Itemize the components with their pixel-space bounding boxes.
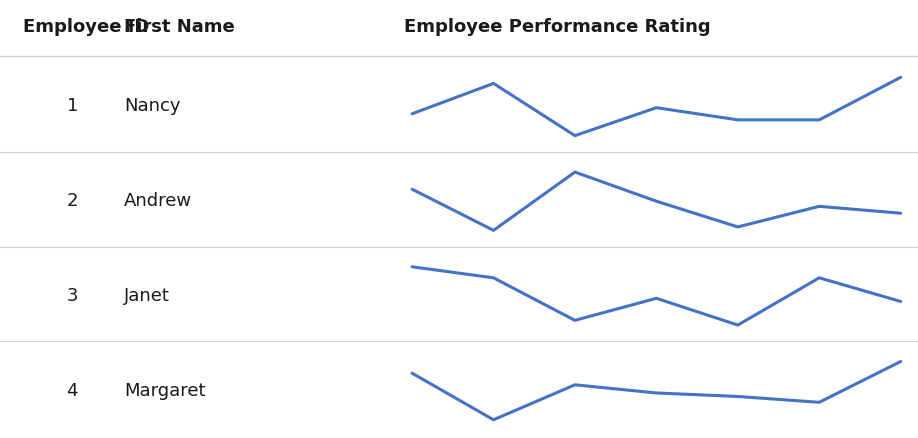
Text: Andrew: Andrew [124, 192, 192, 210]
Text: 1: 1 [67, 98, 78, 116]
Text: Employee Performance Rating: Employee Performance Rating [404, 18, 711, 35]
Text: First Name: First Name [124, 18, 235, 35]
Text: 2: 2 [66, 192, 78, 210]
Text: Nancy: Nancy [124, 98, 181, 116]
Text: Employee ID: Employee ID [23, 18, 150, 35]
Text: 4: 4 [66, 381, 78, 399]
Text: Janet: Janet [124, 287, 170, 305]
Text: Margaret: Margaret [124, 381, 206, 399]
Text: 3: 3 [66, 287, 78, 305]
